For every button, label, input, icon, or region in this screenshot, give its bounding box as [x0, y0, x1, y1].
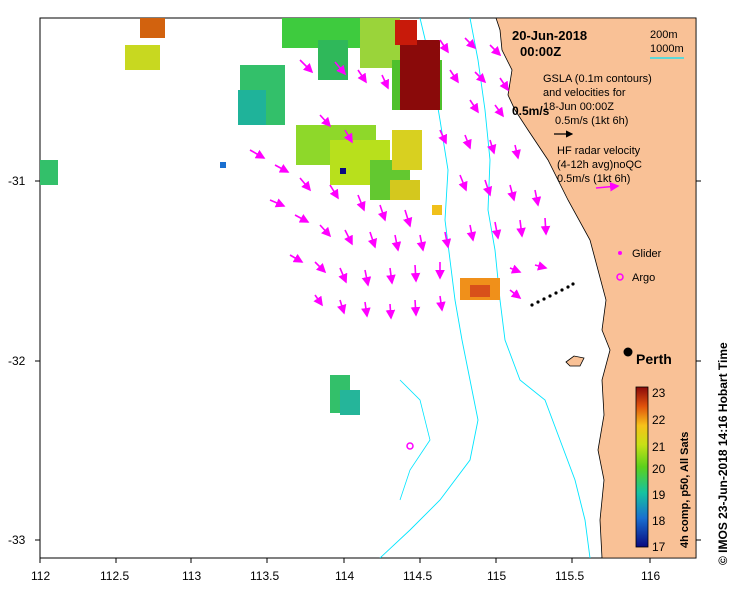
svg-text:115: 115: [487, 569, 506, 583]
depth-legend-1000m: 1000m: [650, 43, 684, 55]
bathy-1000m: [379, 18, 479, 558]
svg-text:22: 22: [652, 413, 666, 427]
velocity-arrows: [249, 37, 551, 320]
credit-text: © IMOS 23-Jun-2018 14:16 Hobart Time: [716, 342, 730, 565]
glider-track: [530, 282, 575, 307]
depth-legend-200m: 200m: [650, 29, 678, 41]
colorbar: [635, 386, 649, 548]
svg-text:115.5: 115.5: [555, 569, 584, 583]
glider-legend-label: Glider: [632, 248, 662, 260]
map-time: 00:00Z: [520, 44, 561, 59]
argo-float-marker: [406, 442, 414, 450]
svg-text:114: 114: [335, 569, 354, 583]
map-date: 20-Jun-2018: [512, 28, 587, 43]
hf-scale-arrow: [595, 181, 620, 192]
svg-text:18: 18: [652, 514, 666, 528]
hf-note-2: (4-12h avg)noQC: [557, 159, 642, 171]
svg-text:112: 112: [31, 569, 50, 583]
svg-text:116: 116: [641, 569, 660, 583]
bathy-200m: [469, 18, 591, 558]
svg-text:-31: -31: [8, 174, 26, 188]
svg-text:17: 17: [652, 540, 666, 554]
city-label-perth: Perth: [636, 351, 672, 367]
colorbar-title: 4h comp, p50, All Sats: [679, 432, 691, 548]
svg-text:-33: -33: [8, 533, 26, 547]
svg-text:21: 21: [652, 440, 666, 454]
svg-text:114.5: 114.5: [403, 569, 432, 583]
y-axis: -31 -32 -33: [8, 174, 701, 547]
gsla-note-3: 18-Jun 00:00Z: [543, 101, 614, 113]
gsla-note-2: and velocities for: [543, 87, 626, 99]
svg-text:23: 23: [652, 386, 666, 400]
hf-note-3: 0.5m/s (1kt 6h): [557, 173, 630, 185]
svg-text:20: 20: [652, 462, 666, 476]
glider-legend-marker: [618, 251, 622, 255]
svg-text:113.5: 113.5: [250, 569, 279, 583]
gsla-note-4: 0.5m/s (1kt 6h): [555, 115, 628, 127]
svg-text:113: 113: [182, 569, 201, 583]
svg-text:-32: -32: [8, 354, 26, 368]
svg-text:112.5: 112.5: [100, 569, 129, 583]
bathy-contour-minor: [399, 379, 431, 501]
colorbar-ticks: 23 22 21 20 19 18 17: [652, 386, 666, 554]
gsla-note-1: GSLA (0.1m contours): [543, 73, 652, 85]
svg-text:19: 19: [652, 488, 666, 502]
x-axis: 112 112.5 113 113.5 114 114.5 115 115.5 …: [31, 558, 660, 583]
perth-marker: [623, 347, 633, 357]
rottnest-island: [565, 355, 585, 367]
gsla-label: 0.5m/s: [512, 104, 550, 118]
argo-legend-marker: [616, 273, 624, 281]
hf-note-1: HF radar velocity: [557, 145, 641, 157]
argo-legend-label: Argo: [632, 272, 655, 284]
sst-patches: [40, 18, 500, 415]
